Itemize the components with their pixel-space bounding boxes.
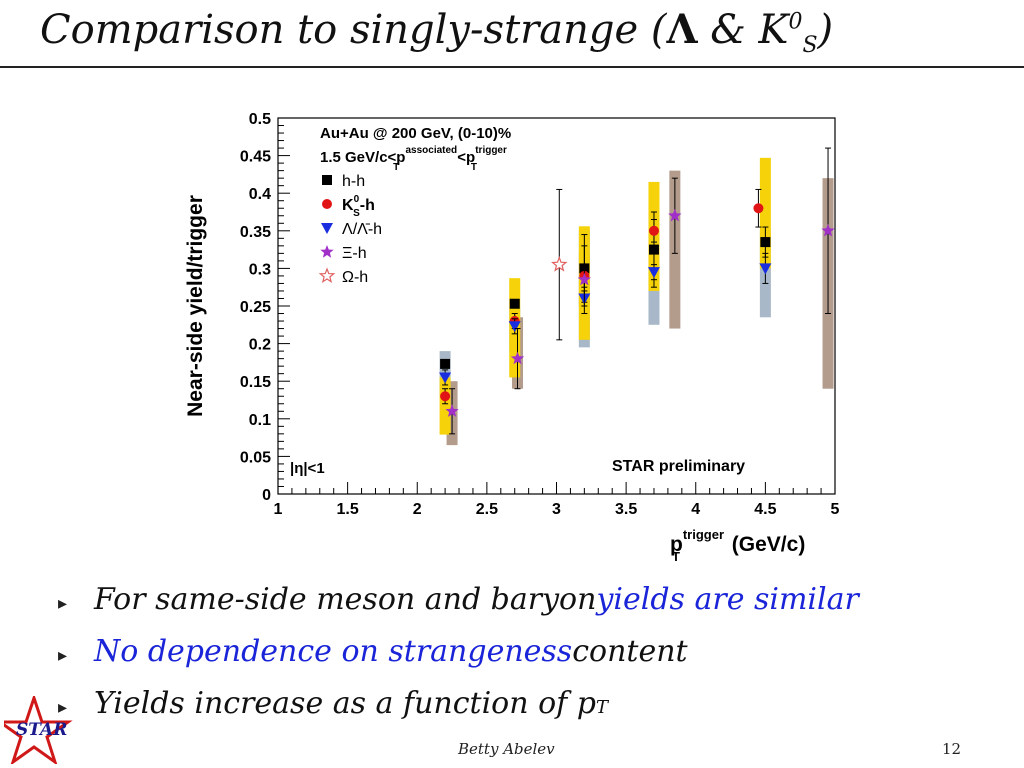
bullet-list: ▸ For same-side meson and baryon yields a…: [58, 582, 1018, 738]
star-logo: STAR: [4, 696, 73, 764]
y-axis-label: Near-side yield/trigger: [184, 195, 207, 417]
legend-label: Λ/Λ̄-h: [342, 221, 382, 238]
y-tick-label: 0.3: [249, 261, 271, 278]
annotation-cut-part: <p: [457, 149, 475, 166]
title-lambda: Λ: [666, 6, 698, 53]
y-tick-label: 0: [262, 487, 271, 504]
x-tick-label: 3: [552, 501, 561, 518]
point--h: [439, 372, 452, 384]
point--h: [647, 267, 660, 279]
legend-marker: [321, 223, 333, 234]
x-axis-label-part: (GeV/c): [726, 533, 805, 556]
bullet-text: For same-side meson and baryon: [94, 582, 597, 617]
point--h: [551, 255, 568, 272]
title-sup: 0: [788, 9, 803, 35]
point--h: [510, 351, 525, 365]
star-logo-icon: [4, 696, 73, 764]
star-logo-text: STAR: [16, 720, 67, 740]
bullet-text: content: [572, 634, 688, 669]
y-tick-label: 0.25: [240, 299, 271, 316]
legend-marker: [322, 199, 332, 209]
point-h-h: [648, 244, 659, 255]
annotation-system: Au+Au @ 200 GeV, (0-10)%: [320, 125, 511, 142]
legend-label: Ξ-h: [342, 245, 367, 262]
annotation-cut-part: 1.5 GeV/c<p: [320, 149, 405, 166]
x-tick-label: 5: [831, 501, 840, 518]
x-tick-label: 2: [413, 501, 422, 518]
point-h-h: [440, 358, 451, 369]
legend-label-part: S: [353, 208, 360, 219]
x-tick-label: 4: [691, 501, 700, 518]
bullet-subscript: T: [596, 697, 609, 718]
bullet-item: ▸ No dependence on strangeness content: [58, 634, 1018, 686]
point--h: [668, 208, 682, 222]
y-tick-label: 0.4: [249, 186, 271, 203]
title-text: Comparison to singly-strange (: [40, 7, 667, 53]
legend-label-part: K: [342, 197, 354, 214]
y-tick-label: 0.5: [249, 111, 271, 128]
x-tick-label: 2.5: [476, 501, 498, 518]
bullet-arrow-icon: ▸: [58, 645, 68, 666]
sys-band-yellow: [439, 377, 451, 435]
page-number: 12: [942, 740, 962, 758]
point-h-h: [509, 298, 520, 309]
legend-marker: [318, 267, 336, 284]
point--h: [445, 404, 459, 417]
point-h-h: [760, 237, 771, 248]
annotation-cut-part: trigger: [475, 145, 507, 156]
bullet-text: yields are similar: [596, 582, 859, 617]
point--h: [759, 263, 772, 275]
annotation-cut-part: T: [393, 162, 399, 173]
annotation-cut-part: associated: [405, 145, 457, 156]
bullet-arrow-icon: ▸: [58, 697, 68, 718]
x-axis-label-part: p: [670, 533, 683, 556]
x-tick-label: 3.5: [615, 501, 637, 518]
legend-marker: [320, 245, 334, 258]
bullet-arrow-icon: ▸: [58, 593, 68, 614]
legend-marker: [322, 175, 332, 185]
bullet-text: Yields increase as a function of p: [94, 686, 597, 721]
x-tick-label: 1.5: [337, 501, 359, 518]
y-tick-label: 0.15: [240, 374, 271, 391]
y-tick-label: 0.35: [240, 224, 271, 241]
point--h: [821, 223, 835, 237]
annotation-preliminary: STAR preliminary: [612, 458, 745, 475]
point-k0s-h: [440, 391, 451, 402]
legend-label-part: 0: [354, 194, 360, 205]
sys-band-yellow: [759, 157, 771, 269]
point-k0s-h: [753, 203, 764, 214]
title-divider: [0, 66, 1024, 68]
y-tick-label: 0.2: [249, 337, 271, 354]
title-close: ): [817, 7, 834, 53]
x-axis-label-part: trigger: [683, 527, 724, 542]
title-text-k: & K: [697, 7, 789, 53]
y-tick-label: 0.45: [240, 149, 271, 166]
legend-label: Ω-h: [342, 269, 368, 286]
x-axis-label-part: T: [672, 549, 680, 564]
x-tick-label: 4.5: [754, 501, 776, 518]
slide-title: Comparison to singly-strange (Λ & K0S): [40, 6, 833, 58]
y-tick-label: 0.1: [249, 412, 271, 429]
point--h: [577, 272, 591, 286]
yield-chart: 0 0.05 0.1 0.15 0.2 0.25 0.3 0.35 0.4 0.45 0.5 1 1.5…: [184, 111, 840, 564]
bullet-text: No dependence on strangeness: [94, 634, 573, 669]
x-axis-label: ptrigger T (GeV/c): [670, 527, 805, 564]
legend-label: h-h: [342, 173, 365, 190]
y-tick-label: 0.05: [240, 449, 271, 466]
point--h: [508, 321, 521, 333]
footer-author: Betty Abelev: [458, 740, 555, 758]
bullet-item: ▸ For same-side meson and baryon yields a…: [58, 582, 1018, 634]
title-sub: S: [802, 33, 818, 58]
x-tick-label: 1: [274, 501, 283, 518]
point-k0s-h: [648, 225, 659, 236]
legend-label: K0 S-h: [342, 194, 375, 219]
annotation-cut: 1.5 GeV/c<passociated T<ptrigger T: [320, 145, 507, 173]
annotation-eta: |η|<1: [290, 460, 325, 477]
annotation-cut-part: T: [471, 162, 477, 173]
legend-label-part: -h: [360, 197, 375, 214]
